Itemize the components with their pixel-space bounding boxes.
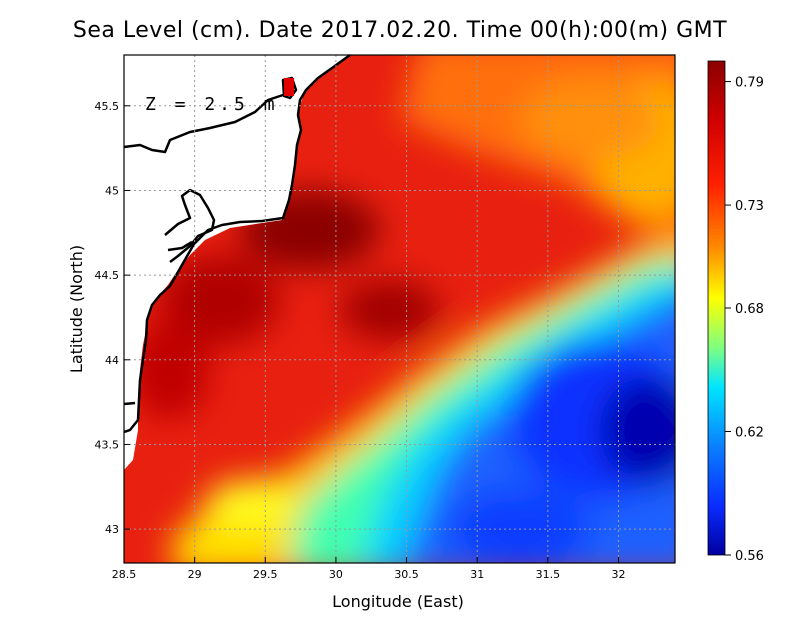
x-tick-label: 29 bbox=[188, 568, 202, 581]
x-axis: 28.5 29 29.5 30 30.5 31 31.5 32 bbox=[112, 557, 625, 581]
colorbar-gradient bbox=[707, 60, 726, 556]
y-axis-title: Latitude (North) bbox=[67, 245, 86, 373]
x-tick-label: 29.5 bbox=[253, 568, 278, 581]
y-axis: 43 43.5 44 44.5 45 45.5 bbox=[95, 100, 130, 536]
x-axis-title: Longitude (East) bbox=[332, 592, 464, 611]
y-tick-label: 43.5 bbox=[95, 438, 120, 451]
plot-frame bbox=[123, 54, 676, 564]
x-tick-label: 32 bbox=[611, 568, 625, 581]
depth-label: Z = 2.5 m bbox=[145, 94, 279, 115]
grid-lines bbox=[124, 55, 675, 563]
colorbar-tick-label: 0.73 bbox=[735, 199, 764, 214]
x-tick-label: 30.5 bbox=[394, 568, 419, 581]
x-tick-label: 31.5 bbox=[536, 568, 561, 581]
coastline bbox=[123, 53, 351, 434]
colorbar-tick-label: 0.79 bbox=[735, 76, 764, 91]
colorbar-tick-label: 0.56 bbox=[735, 549, 764, 564]
map-title: Sea Level (cm). Date 2017.02.20. Time 00… bbox=[72, 18, 728, 43]
y-tick-label: 44.5 bbox=[95, 269, 120, 282]
colorbar: 0.79 0.73 0.68 0.62 0.56 bbox=[707, 60, 764, 564]
y-tick-label: 45 bbox=[105, 184, 119, 197]
x-tick-label: 30 bbox=[329, 568, 343, 581]
colorbar-tick-label: 0.68 bbox=[735, 302, 764, 317]
x-tick-label: 31 bbox=[470, 568, 484, 581]
x-tick-label: 28.5 bbox=[112, 568, 137, 581]
y-tick-label: 44 bbox=[105, 354, 119, 367]
y-tick-label: 43 bbox=[105, 523, 119, 536]
y-tick-label: 45.5 bbox=[95, 100, 120, 113]
colorbar-ticks: 0.79 0.73 0.68 0.62 0.56 bbox=[725, 76, 764, 564]
red-patch bbox=[284, 78, 294, 96]
land-mask bbox=[124, 55, 350, 470]
colorbar-tick-label: 0.62 bbox=[735, 426, 764, 441]
